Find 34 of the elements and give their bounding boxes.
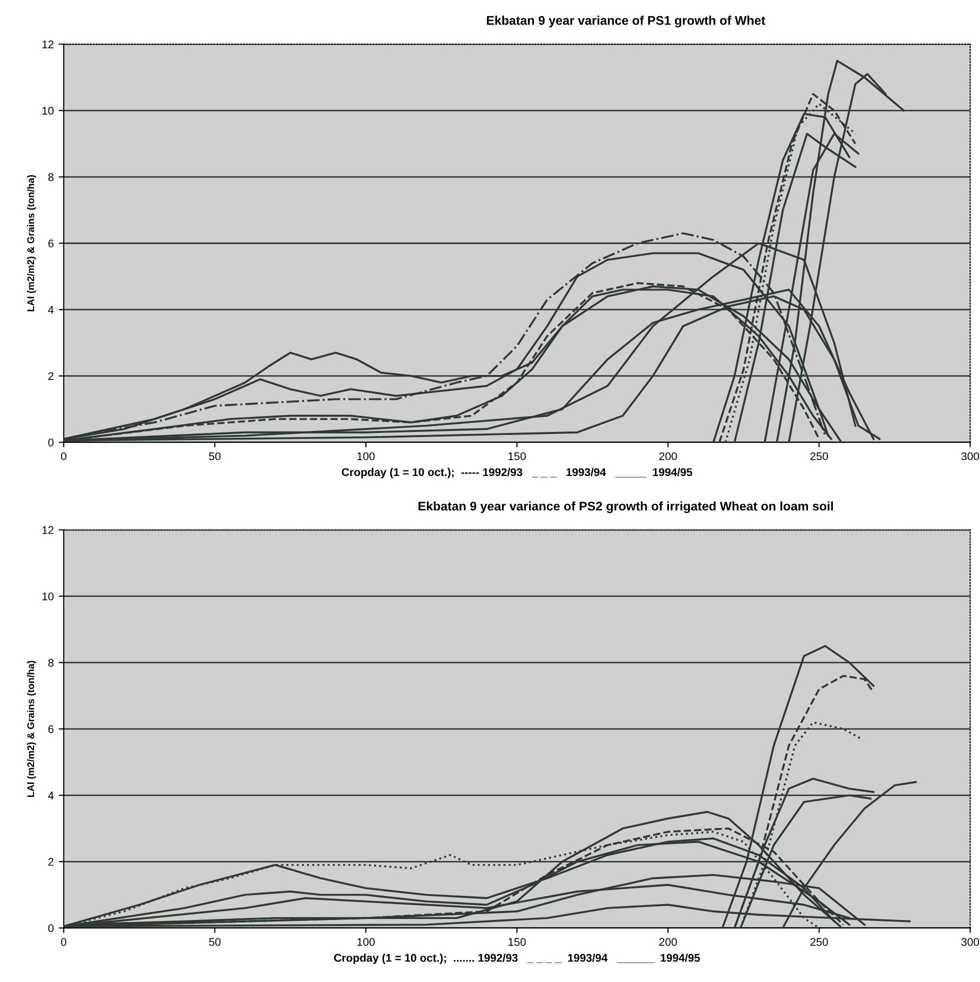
y-tick-label: 12 [42,40,54,48]
y-tick-label: 10 [42,592,54,600]
y-tick-label: 2 [48,858,54,866]
x-tick-label: 250 [810,452,828,460]
y-tick-label: 6 [48,240,54,248]
x-tick-label: 50 [209,938,221,946]
y-axis-title: LAI (m2/m2) & Grains (ton/ha) [27,175,36,312]
y-tick-label: 8 [48,173,54,182]
chart-title: Ekbatan 9 year variance of PS1 growth of Whet [486,16,766,28]
x-tick-label: 100 [357,452,375,460]
y-tick-label: 6 [48,725,54,734]
x-tick-label: 300 [961,452,980,460]
y-tick-label: 2 [48,372,54,380]
x-tick-label: 150 [508,938,526,946]
x-axis-title: Cropday (1 = 10 oct.); ....... 1992/93 _ _ _ _ 1993/94 ______ 1994/95 [334,954,700,964]
y-tick-label: 10 [42,106,54,115]
y-tick-label: 4 [48,792,54,800]
x-tick-label: 200 [659,938,677,946]
x-tick-label: 200 [659,452,677,460]
x-tick-label: 50 [209,452,221,460]
x-tick-label: 250 [810,938,828,946]
x-tick-label: 0 [61,452,66,460]
x-axis-title: Cropday (1 = 10 oct.); ----- 1992/93 _ _ _ 1993/94 _____ 1994/95 [342,468,692,478]
x-tick-label: 150 [508,452,526,460]
y-tick-label: 8 [48,658,54,667]
x-tick-label: 100 [357,938,375,946]
y-tick-label: 4 [48,306,54,314]
y-tick-label: 0 [48,924,54,932]
y-axis-title: LAI (m2/m2) & Grains (ton/ha) [27,660,36,797]
y-tick-label: 0 [48,438,54,446]
x-tick-label: 0 [61,938,66,946]
x-tick-label: 300 [961,938,980,946]
y-tick-label: 12 [42,526,54,534]
chart-title: Ekbatan 9 year variance of PS2 growth of irrigated Wheat on loam soil [418,501,833,514]
